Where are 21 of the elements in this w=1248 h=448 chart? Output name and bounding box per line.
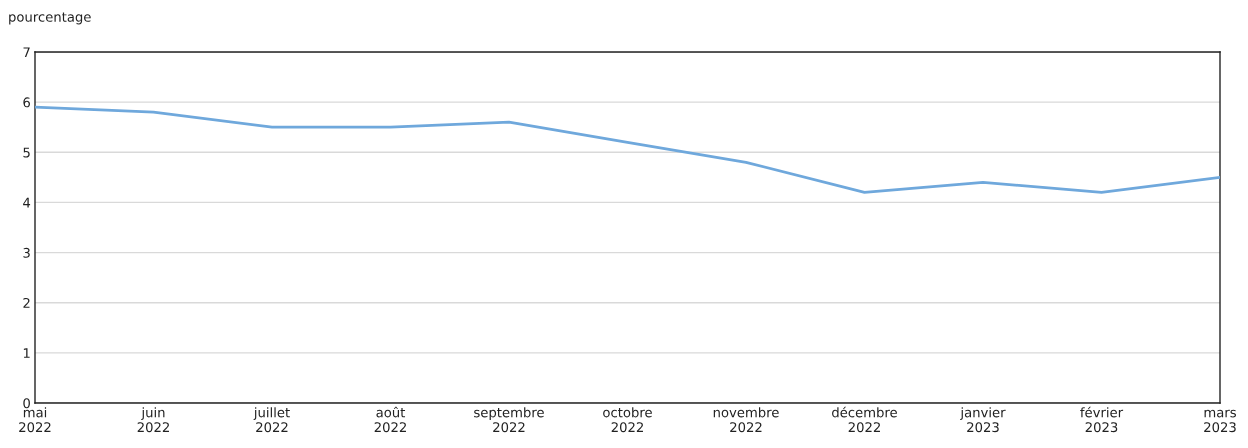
y-tick-label: 1: [23, 348, 30, 358]
x-tick-label: mars 2023: [1204, 409, 1236, 433]
y-tick-label: 5: [23, 147, 30, 158]
y-tick-label: 2: [23, 297, 30, 308]
x-tick-label: février 2023: [1080, 406, 1124, 433]
x-tick-label: mai 2022: [19, 407, 51, 433]
x-tick-label: janvier 2023: [960, 407, 1006, 433]
x-tick-label: août 2022: [374, 406, 406, 433]
y-axis-title: pourcentage: [9, 12, 91, 25]
line-series: [35, 105, 1220, 194]
y-tick-label: 7: [23, 47, 30, 58]
y-tick-label: 6: [23, 97, 30, 108]
x-tick-label: décembre 2022: [832, 406, 897, 433]
x-tick-label: octobre 2022: [603, 407, 652, 433]
y-tick-label: 0: [23, 398, 30, 409]
x-tick-label: novembre 2022: [713, 407, 779, 433]
y-tick-label: 3: [23, 247, 30, 258]
x-tick-label: juillet 2022: [253, 407, 290, 433]
x-tick-label: septembre 2022: [474, 407, 544, 433]
x-tick-label: juin 2022: [137, 407, 169, 433]
y-tick-label: 4: [23, 197, 31, 208]
